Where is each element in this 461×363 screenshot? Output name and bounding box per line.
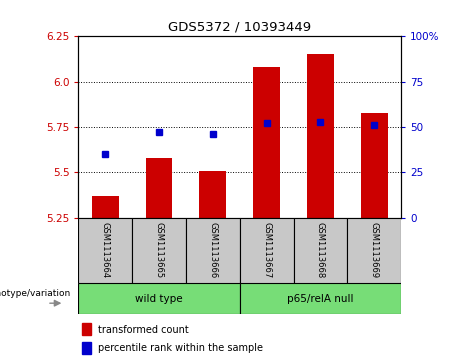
Text: genotype/variation: genotype/variation: [0, 289, 71, 298]
Text: transformed count: transformed count: [98, 325, 189, 335]
Bar: [307, 54, 334, 218]
Bar: [92, 196, 118, 218]
Bar: [78, 283, 240, 314]
Bar: [361, 113, 388, 218]
Text: GSM1113668: GSM1113668: [316, 223, 325, 278]
Bar: [78, 218, 132, 283]
Bar: [146, 158, 172, 218]
Text: GSM1113667: GSM1113667: [262, 223, 271, 278]
Bar: [240, 218, 294, 283]
Text: p65/relA null: p65/relA null: [287, 294, 354, 303]
Bar: [253, 67, 280, 218]
Bar: [294, 218, 347, 283]
Text: percentile rank within the sample: percentile rank within the sample: [98, 343, 263, 354]
Bar: [199, 171, 226, 218]
Text: GSM1113665: GSM1113665: [154, 223, 164, 278]
Bar: [132, 218, 186, 283]
Bar: [82, 323, 91, 335]
Bar: [82, 342, 91, 354]
Bar: [240, 283, 401, 314]
Title: GDS5372 / 10393449: GDS5372 / 10393449: [168, 21, 311, 34]
Text: GSM1113666: GSM1113666: [208, 223, 217, 278]
Text: GSM1113664: GSM1113664: [101, 223, 110, 278]
Text: GSM1113669: GSM1113669: [370, 223, 378, 278]
Bar: [347, 218, 401, 283]
Text: wild type: wild type: [135, 294, 183, 303]
Bar: [186, 218, 240, 283]
